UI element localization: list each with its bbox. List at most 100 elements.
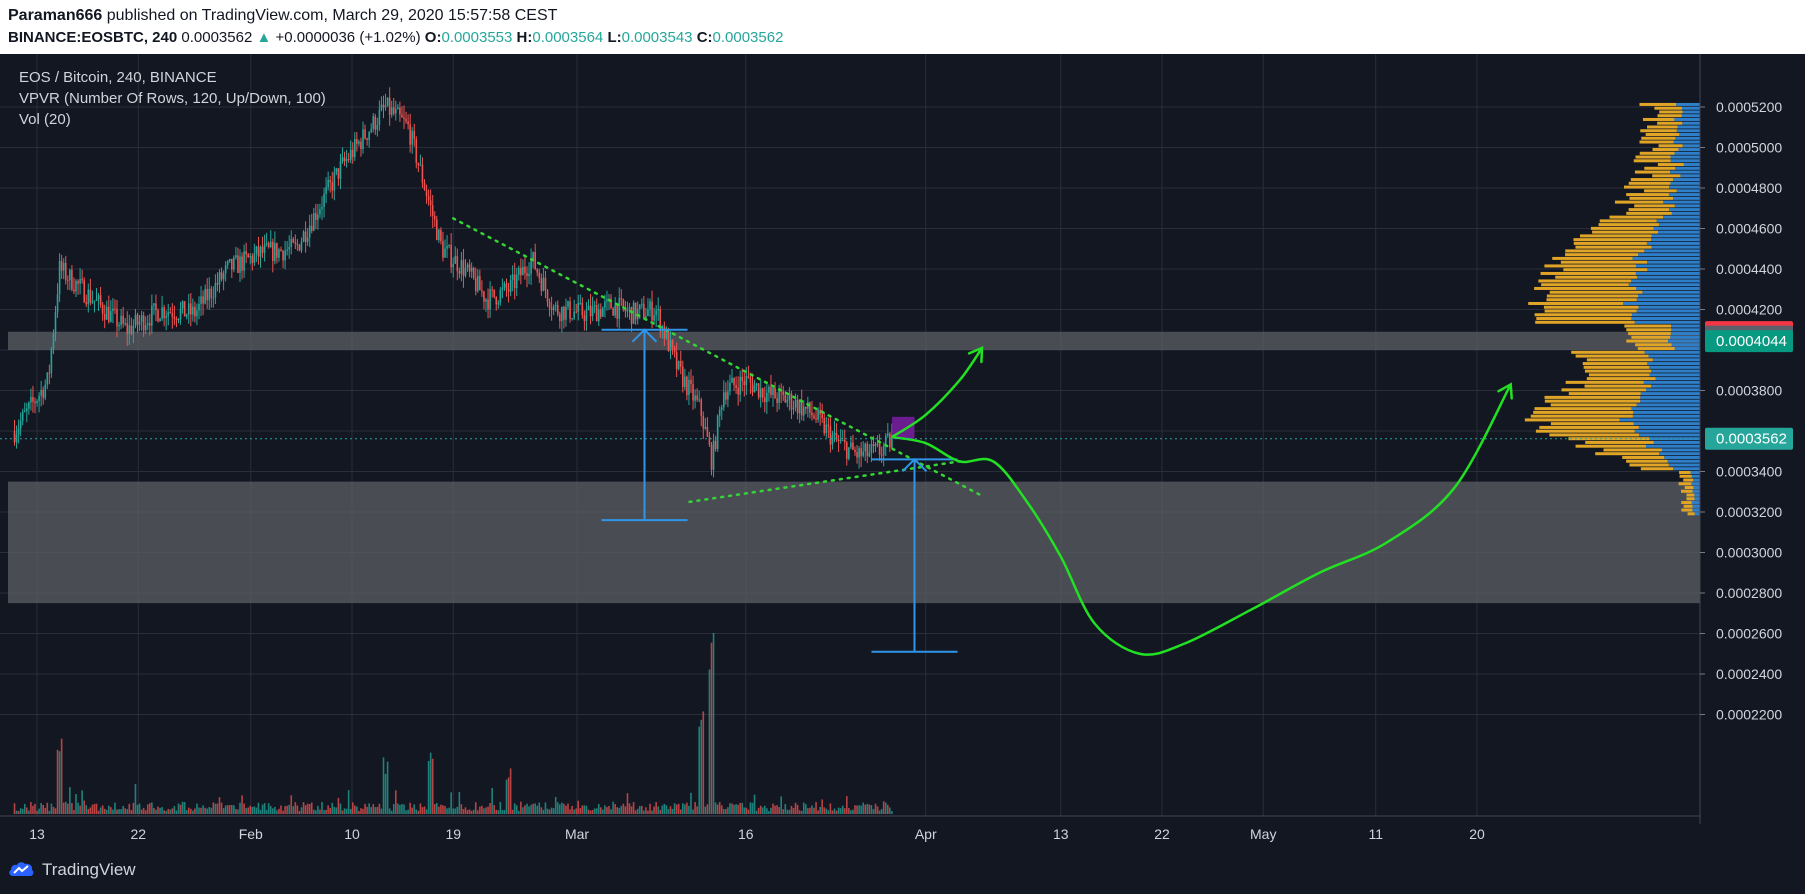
volume-bar	[811, 805, 813, 814]
volume-bar	[524, 805, 526, 814]
candle-body	[132, 325, 135, 334]
volume-bar	[825, 808, 828, 814]
candle-body	[700, 399, 703, 416]
candle-body	[589, 305, 592, 317]
candle-body	[667, 330, 670, 352]
candle-body	[489, 289, 491, 310]
candle-body	[751, 382, 754, 393]
candle-body	[192, 306, 194, 315]
candle-body	[190, 303, 192, 315]
candle-body	[161, 307, 163, 319]
candle-body	[409, 124, 411, 145]
candle-body	[835, 432, 838, 440]
candle-body	[848, 447, 850, 459]
volume-bar	[776, 805, 778, 814]
volume-bar	[224, 805, 227, 814]
candle-body	[544, 277, 547, 291]
candle-body	[495, 296, 498, 305]
price-badge	[1705, 330, 1793, 353]
volume-bar	[169, 809, 172, 814]
candle-body	[431, 205, 434, 217]
vpvr-up-row	[1675, 136, 1700, 140]
price-change: +0.0000036 (+1.02%)	[275, 29, 421, 46]
candle-body	[425, 189, 428, 197]
symbol-label[interactable]: BINANCE:EOSBTC, 240	[8, 29, 178, 46]
vpvr-down-row	[1687, 512, 1695, 516]
volume-bar	[532, 803, 534, 814]
vpvr-up-row	[1663, 215, 1700, 219]
candle-body	[745, 376, 748, 386]
volume-bar	[255, 807, 258, 814]
vpvr-up-row	[1693, 486, 1700, 490]
legend-vpvr[interactable]: VPVR (Number Of Rows, 120, Up/Down, 100)	[19, 90, 326, 107]
tradingview-logo[interactable]: TradingView	[8, 860, 136, 880]
volume-bar	[669, 806, 672, 814]
volume-bar	[595, 808, 598, 814]
volume-bar	[231, 804, 233, 814]
volume-bar	[604, 805, 606, 814]
volume-bar	[747, 809, 750, 814]
price-chart[interactable]: 0.0005200 0.0005000 0.0004800 0.0004600 0.00…	[0, 54, 1805, 848]
legend-symbol[interactable]: EOS / Bitcoin, 240, BINANCE	[19, 69, 217, 86]
candle-body	[64, 262, 67, 281]
volume-bar	[782, 809, 785, 814]
vpvr-down-row	[1658, 144, 1683, 148]
volume-bar	[274, 806, 276, 814]
candle-body	[21, 411, 24, 421]
candle-body	[768, 386, 770, 393]
volume-bar	[196, 803, 198, 814]
volume-bar	[146, 804, 149, 814]
vpvr-down-row	[1568, 437, 1650, 441]
candle-body	[112, 308, 114, 312]
volume-bar	[575, 808, 577, 814]
volume-bar	[149, 803, 151, 814]
vpvr-down-row	[1635, 343, 1672, 347]
candle-body	[577, 303, 580, 312]
legend-volume[interactable]: Vol (20)	[19, 111, 71, 128]
volume-bar	[567, 803, 569, 814]
candle-body	[575, 311, 577, 313]
volume-bar	[415, 809, 418, 814]
candle-body	[829, 426, 832, 445]
vpvr-down-row	[1686, 497, 1695, 501]
candle-body	[626, 309, 629, 312]
candle-body	[444, 248, 446, 258]
volume-bar	[882, 801, 885, 814]
vpvr-up-row	[1680, 174, 1700, 178]
volume-bar	[395, 790, 397, 814]
candle-body	[32, 396, 34, 402]
volume-bar	[239, 802, 241, 814]
volume-bar	[616, 807, 618, 814]
volume-bar	[878, 810, 881, 814]
volume-bar	[587, 809, 590, 814]
time-tick-label: 13	[1053, 826, 1069, 842]
time-axis-ticks[interactable]: 13 22 Feb 10 19 Mar 16 Apr 13 22 May 11 20	[29, 826, 1485, 842]
volume-bar	[466, 810, 469, 814]
volume-bar	[725, 809, 727, 814]
candle-body	[536, 269, 539, 273]
candle-body	[241, 256, 243, 271]
vpvr-down-row	[1657, 114, 1682, 118]
vpvr-down-row	[1560, 260, 1648, 264]
volume-bar	[866, 803, 869, 814]
volume-bar	[839, 808, 842, 814]
vpvr-down-row	[1588, 373, 1650, 377]
time-tick-label: Mar	[565, 826, 589, 842]
volume-bar	[212, 802, 215, 814]
candle-body	[349, 149, 352, 160]
price-axis-ticks: 0.0005200 0.0005000 0.0004800 0.0004600 0.00…	[1700, 99, 1782, 723]
candle-body	[559, 314, 561, 322]
candle-body	[374, 116, 377, 130]
volume-bar	[829, 803, 832, 814]
time-tick-label: 16	[738, 826, 754, 842]
candle-body	[565, 306, 567, 320]
candle-body	[727, 391, 729, 400]
candle-body	[151, 305, 153, 326]
candle-body	[79, 278, 81, 284]
volume-bar	[364, 803, 366, 814]
author-name[interactable]: Paraman666	[8, 7, 103, 24]
candle-body	[852, 442, 854, 450]
candle-body	[103, 314, 106, 320]
vpvr-up-row	[1633, 410, 1700, 414]
volume-bar	[643, 810, 645, 814]
